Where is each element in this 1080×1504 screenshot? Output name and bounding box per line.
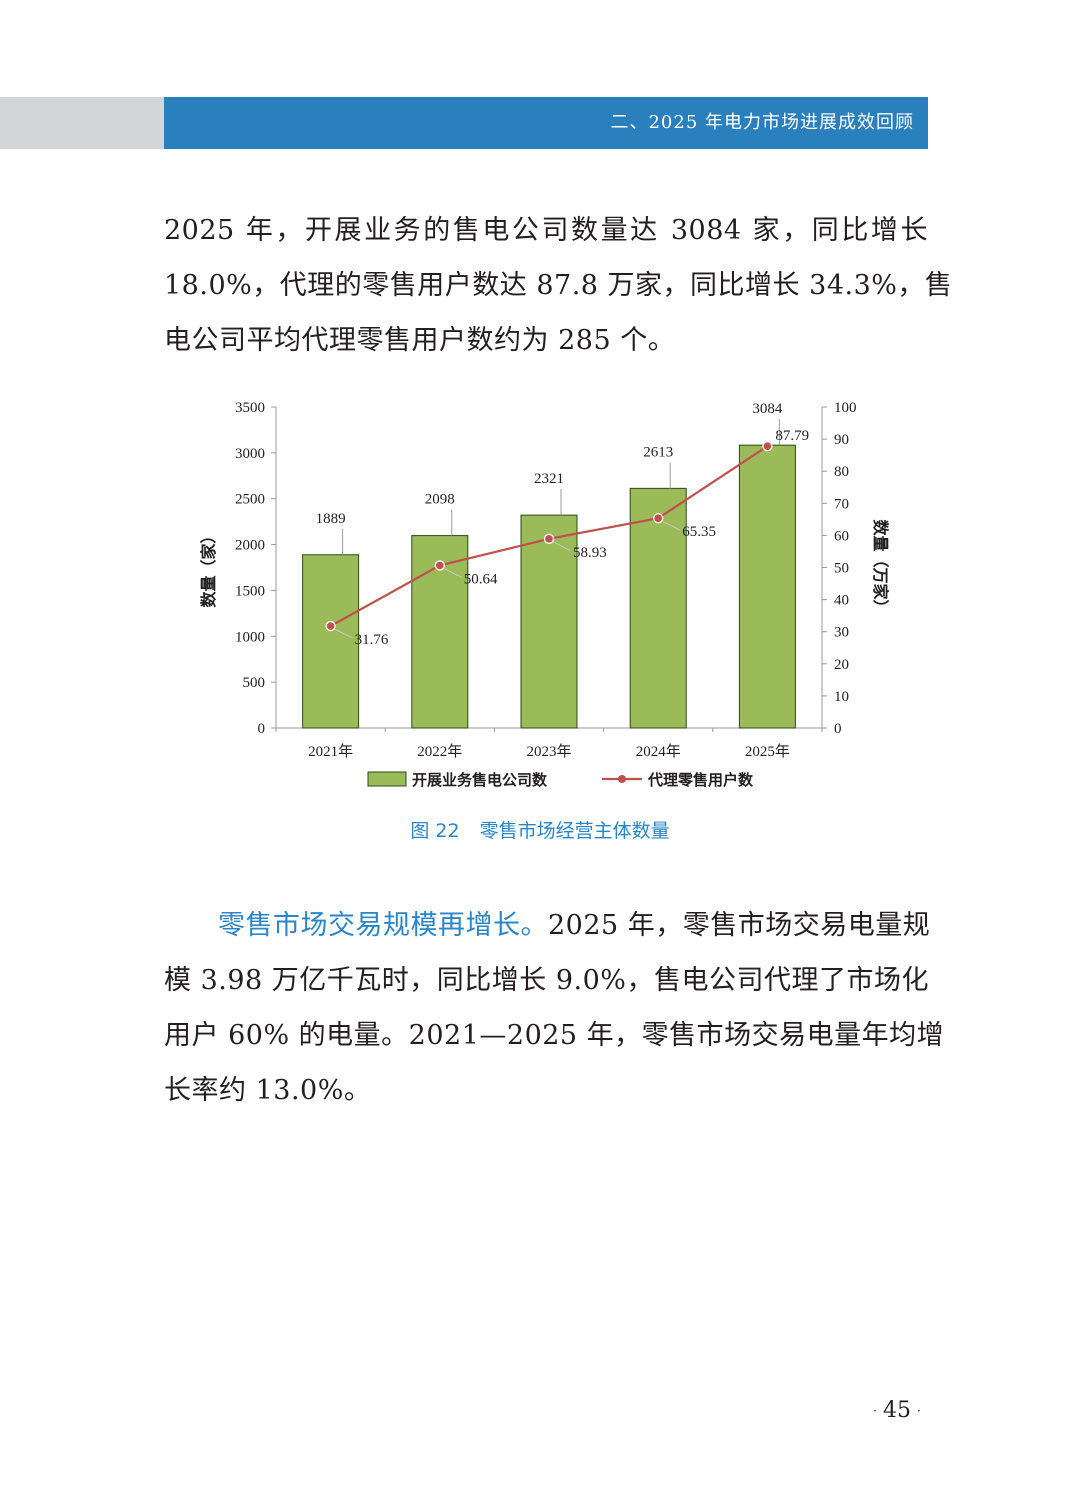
bar: [629, 487, 687, 729]
paragraph-line: 2025 年，开展业务的售电公司数量达 3084 家，同比增长: [164, 215, 928, 246]
x-tick-label: 2024年: [636, 743, 681, 760]
y-right-tick-label: 30: [834, 625, 849, 641]
page-number: · 45 ·: [873, 1398, 921, 1423]
y-axis-left-title: 数量（家）: [199, 527, 218, 607]
y-right-tick-label: 20: [834, 657, 849, 673]
line-value-label: 58.93: [573, 545, 607, 561]
bar-value-label: 2098: [425, 492, 455, 508]
y-right-tick-label: 60: [834, 528, 849, 544]
paragraph-line: 18.0%，代理的零售用户数达 87.8 万家，同比增长 34.3%，售: [164, 270, 953, 301]
bar: [520, 514, 578, 729]
y-right-tick-label: 50: [834, 561, 849, 577]
y-right-tick-label: 10: [834, 689, 849, 705]
retail-market-chart: 0 500 1000 1500 2000 2500 3000 3500 0 10 20 30 40 50 6…: [199, 400, 890, 789]
bar: [302, 554, 360, 729]
y-right-tick-label: 90: [834, 432, 849, 448]
paragraph-line: 模 3.98 万亿千瓦时，同比增长 9.0%，售电公司代理了市场化: [164, 965, 929, 996]
figure-caption: 图 22 零售市场经营主体数量: [0, 816, 1080, 843]
line-label-leader: [334, 628, 353, 639]
paragraph-lead-rest: 2025 年，零售市场交易电量规: [548, 910, 931, 941]
y-left-tick-label: 3500: [235, 400, 265, 416]
line-point: [543, 533, 555, 544]
bar-value-label: 1889: [316, 511, 346, 527]
section-header-bar: 二、2025 年电力市场进展成效回顾: [164, 97, 928, 149]
section-title: 二、2025 年电力市场进展成效回顾: [610, 112, 914, 133]
y-right-tick-label: 100: [834, 400, 857, 416]
bar: [738, 444, 796, 729]
y-right-tick-label: 80: [834, 464, 849, 480]
legend-bar-label: 开展业务售电公司数: [412, 771, 548, 789]
line-label-leader: [661, 520, 681, 531]
y-left-tick-label: 2500: [235, 492, 265, 508]
figure-number: 图 22: [410, 820, 460, 842]
line-point: [325, 620, 336, 632]
bar-value-label: 3084: [752, 401, 783, 417]
y-left-tick-label: 3000: [235, 446, 265, 462]
paragraph-line: 长率约 13.0%。: [164, 1075, 372, 1106]
paragraph-retail-scale: 零售市场交易规模再增长。2025 年，零售市场交易电量规 模 3.98 万亿千瓦…: [164, 898, 945, 1118]
line-label-leader: [443, 567, 463, 578]
y-left-tick-label: 1000: [235, 629, 265, 645]
x-tick-label: 2021年: [308, 743, 353, 760]
figure-title: 零售市场经营主体数量: [479, 820, 670, 842]
line-point: [762, 441, 773, 452]
legend-bar-swatch: [367, 771, 407, 787]
paragraph-lead: 零售市场交易规模再增长。: [218, 910, 548, 941]
line-value-label: 31.76: [355, 632, 389, 648]
y-left-tick-label: 0: [258, 721, 266, 737]
line-point: [653, 513, 664, 524]
x-tick-label: 2023年: [526, 743, 571, 760]
y-left-tick-label: 2000: [235, 538, 265, 554]
y-right-tick-label: 0: [834, 721, 842, 737]
line-value-label: 87.79: [775, 428, 809, 444]
line-label-leader: [552, 541, 572, 552]
x-tick-label: 2022年: [417, 743, 462, 760]
line-value-label: 65.35: [682, 524, 716, 540]
paragraph-line: 用户 60% 的电量。2021—2025 年，零售市场交易电量年均增: [164, 1020, 945, 1051]
y-right-tick-label: 40: [834, 593, 849, 609]
header-gray-band: [0, 97, 164, 149]
paragraph-line: 电公司平均代理零售用户数约为 285 个。: [164, 325, 676, 356]
paragraph-line: 零售市场交易规模再增长。2025 年，零售市场交易电量规: [164, 898, 931, 953]
y-axis-right-title: 数量（万家）: [871, 519, 890, 615]
legend-line-marker: [618, 775, 626, 783]
bar-value-label: 2321: [534, 471, 564, 487]
line-point: [434, 560, 445, 571]
bar-value-label: 2613: [643, 444, 673, 460]
page-number-value: 45: [883, 1398, 911, 1423]
paragraph-retail-companies: 2025 年，开展业务的售电公司数量达 3084 家，同比增长 18.0%，代理…: [164, 203, 953, 368]
legend-line-label: 代理零售用户数: [647, 771, 754, 789]
y-left-tick-label: 1500: [235, 583, 265, 599]
x-tick-label: 2025年: [745, 743, 790, 760]
y-left-tick-label: 500: [243, 675, 266, 691]
line-value-label: 50.64: [464, 571, 498, 587]
y-right-tick-label: 70: [834, 496, 849, 512]
